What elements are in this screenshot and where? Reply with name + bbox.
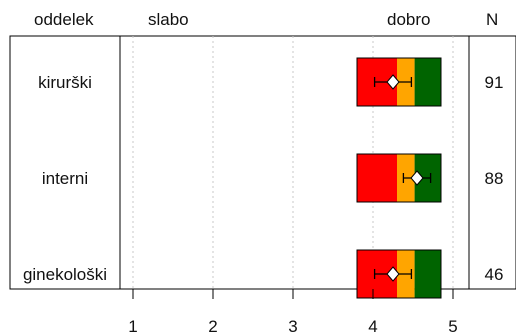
- mean-marker: [410, 170, 424, 186]
- category-label: kirurški: [38, 73, 92, 92]
- plot-frame: [9, 35, 516, 290]
- x-tick-label: 2: [208, 317, 217, 336]
- x-tick-label: 4: [368, 317, 377, 336]
- x-tick-label: 5: [448, 317, 457, 336]
- range-bar-outline: [356, 249, 442, 299]
- mean-marker: [386, 74, 400, 90]
- header-category: oddelek: [34, 10, 94, 29]
- count-label: 46: [485, 265, 504, 284]
- x-tick-label: 1: [128, 317, 137, 336]
- range-bar-outline: [356, 153, 442, 203]
- range-band: [414, 250, 441, 298]
- mean-marker: [386, 266, 400, 282]
- category-label: ginekološki: [23, 265, 107, 284]
- category-label: interni: [42, 169, 88, 188]
- range-band: [357, 154, 397, 202]
- header-high: dobro: [387, 10, 430, 29]
- range-bar-outline: [356, 57, 442, 107]
- count-label: 91: [485, 73, 504, 92]
- header-count: N: [486, 10, 498, 29]
- header-low: slabo: [148, 10, 189, 29]
- count-label: 88: [485, 169, 504, 188]
- x-tick-label: 3: [288, 317, 297, 336]
- range-band: [414, 58, 441, 106]
